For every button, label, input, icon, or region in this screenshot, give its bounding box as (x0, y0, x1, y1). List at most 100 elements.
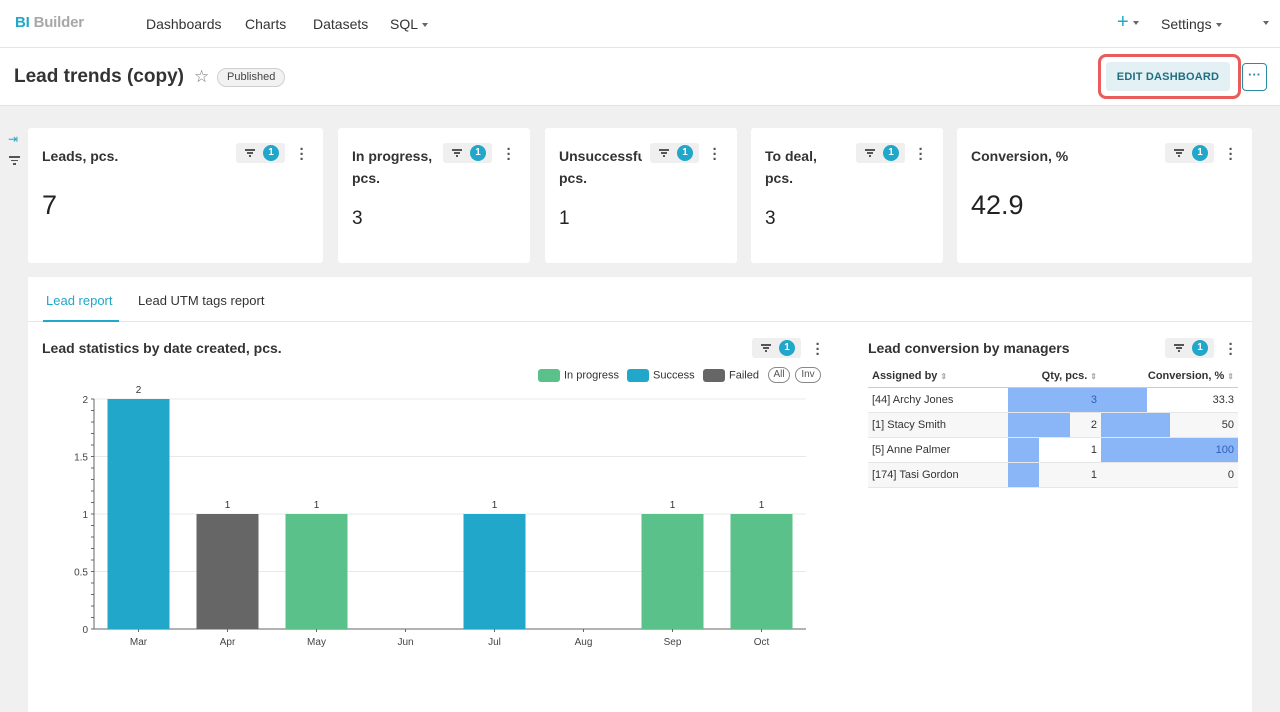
cell-value: 2 (1090, 418, 1097, 431)
active-tab-indicator (43, 320, 119, 322)
y-tick-label: 0.5 (74, 568, 88, 579)
chevron-down-icon (1132, 20, 1139, 25)
table-row[interactable]: [44] Archy Jones 3 33.3 (868, 387, 1238, 413)
filter-count: 1 (1192, 340, 1208, 356)
filter-icon (1174, 149, 1184, 157)
chevron-down-icon (1215, 23, 1222, 28)
kebab-menu-icon[interactable]: · · · (1228, 336, 1234, 363)
filter-icon (452, 149, 462, 157)
kpi-card-conversion: Conversion, % 1 · · · 42.9 (957, 128, 1252, 263)
filter-icon (1174, 344, 1184, 352)
legend-swatch (538, 369, 560, 382)
filter-panel-icon[interactable] (9, 156, 20, 165)
cell-bar (1008, 437, 1039, 462)
y-tick-label: 1.5 (74, 453, 88, 464)
plus-icon: + (1117, 11, 1129, 33)
bar-in-progress (641, 514, 704, 629)
legend-swatch (627, 369, 649, 382)
cell-conversion: 100 (1101, 437, 1238, 463)
nav-sql[interactable]: SQL (390, 16, 429, 32)
bar-success (107, 399, 170, 629)
nav-dashboards[interactable]: Dashboards (146, 16, 222, 32)
tab-lead-report[interactable]: Lead report (46, 293, 113, 308)
filter-badge[interactable]: 1 (752, 338, 801, 358)
kebab-menu-icon[interactable]: · · · (1228, 141, 1234, 168)
table-row[interactable]: [1] Stacy Smith 2 50 (868, 412, 1238, 438)
cell-conversion: 50 (1101, 412, 1238, 438)
cell-value: 50 (1221, 418, 1234, 431)
sort-icon: ⇕ (1227, 371, 1234, 381)
y-tick-label: 0 (82, 625, 88, 636)
column-label: Qty, pcs. (1041, 369, 1088, 382)
chevron-down-icon (422, 23, 429, 28)
kebab-menu-icon[interactable]: · · · (918, 141, 924, 168)
nav-settings[interactable]: Settings (1161, 16, 1222, 32)
kebab-menu-icon[interactable]: · · · (815, 336, 821, 363)
cell-assigned-by: [174] Tasi Gordon (868, 462, 1008, 488)
filter-badge[interactable]: 1 (1165, 338, 1214, 358)
filter-count: 1 (883, 145, 899, 161)
kebab-menu-icon[interactable]: · · · (506, 141, 512, 168)
filter-icon (865, 149, 875, 157)
kebab-menu-icon[interactable]: · · · (299, 141, 305, 168)
dashboard-header: Lead trends (copy) ☆ Published EDIT DASH… (0, 48, 1280, 106)
legend-invert[interactable]: Inv (795, 367, 821, 383)
filter-badge[interactable]: 1 (443, 143, 492, 163)
legend-item-success[interactable]: Success (627, 369, 695, 382)
more-options-button[interactable]: ··· (1242, 63, 1267, 91)
kpi-title: In progress, pcs. (352, 145, 442, 189)
cell-assigned-by: [44] Archy Jones (868, 387, 1008, 413)
add-new-button[interactable]: + (1117, 11, 1139, 34)
kpi-title-line1: Unsuccessful, (559, 148, 642, 164)
bar-failed (196, 514, 259, 629)
filter-count: 1 (779, 340, 795, 356)
status-badge[interactable]: Published (217, 68, 286, 87)
app-logo[interactable]: BI Builder (15, 14, 84, 31)
table-row[interactable]: [5] Anne Palmer 1 100 (868, 437, 1238, 463)
cell-bar (1101, 437, 1238, 462)
edit-dashboard-button[interactable]: EDIT DASHBOARD (1106, 62, 1230, 91)
filter-badge[interactable]: 1 (1165, 143, 1214, 163)
cell-assigned-by: [1] Stacy Smith (868, 412, 1008, 438)
expand-panel-icon[interactable]: ⇥ (8, 132, 19, 146)
legend-item-failed[interactable]: Failed (703, 369, 759, 382)
bar-data-label: 1 (759, 500, 765, 511)
kpi-value: 3 (765, 208, 776, 229)
user-menu-chevron-icon[interactable] (1263, 21, 1269, 25)
x-tick-label: May (307, 637, 326, 648)
nav-datasets[interactable]: Datasets (313, 16, 369, 32)
cell-conversion: 0 (1101, 462, 1238, 488)
conversion-table: Assigned by ⇕ Qty, pcs. ⇕ Conversion, % ⇕ [… (868, 365, 1238, 488)
bar-chart: 0 0.5 1 1.5 2 2 Mar 1 Apr 1 May Jun 1 Jul Aug 1 Sep 1 Oct (74, 385, 806, 648)
bar-chart-title: Lead statistics by date created, pcs. (42, 340, 282, 356)
kpi-value: 1 (559, 208, 570, 229)
star-icon[interactable]: ☆ (194, 67, 210, 86)
cell-value: 3 (1090, 393, 1097, 406)
nav-settings-label: Settings (1161, 16, 1212, 32)
column-header-assigned-by[interactable]: Assigned by ⇕ (868, 365, 1008, 388)
bar-in-progress (730, 514, 793, 629)
filter-badge[interactable]: 1 (236, 143, 285, 163)
table-row[interactable]: [174] Tasi Gordon 1 0 (868, 462, 1238, 488)
cell-qty: 2 (1008, 412, 1101, 438)
page-title: Lead trends (copy) (14, 66, 184, 87)
filter-badge[interactable]: 1 (856, 143, 905, 163)
nav-charts[interactable]: Charts (245, 16, 287, 32)
legend-select-all[interactable]: All (768, 367, 790, 383)
kpi-value: 3 (352, 208, 363, 229)
filter-badge[interactable]: 1 (650, 143, 699, 163)
y-tick-label: 1 (82, 510, 88, 521)
tab-lead-utm-tags-report[interactable]: Lead UTM tags report (138, 293, 265, 308)
column-header-qty[interactable]: Qty, pcs. ⇕ (1008, 365, 1101, 388)
filter-count: 1 (263, 145, 279, 161)
legend-label: Success (653, 369, 695, 382)
cell-bar (1008, 412, 1071, 437)
legend-item-in-progress[interactable]: In progress (538, 369, 619, 382)
edit-button-highlight (1098, 54, 1241, 99)
column-header-conversion[interactable]: Conversion, % ⇕ (1101, 365, 1238, 388)
bar-data-label: 1 (225, 500, 231, 511)
kpi-card-to-deal: To deal, pcs. 1 · · · 3 (751, 128, 943, 263)
kebab-menu-icon[interactable]: · · · (712, 141, 718, 168)
x-tick-label: Aug (575, 637, 593, 648)
kpi-card-unsuccessful: Unsuccessful, pcs. 1 ··· 1 (545, 128, 737, 263)
